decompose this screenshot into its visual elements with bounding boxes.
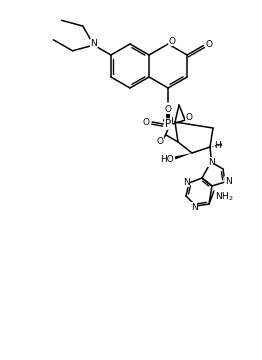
Text: N: N xyxy=(183,177,189,186)
Text: P: P xyxy=(165,119,171,129)
Polygon shape xyxy=(174,153,192,159)
Text: N: N xyxy=(225,176,231,185)
Text: P: P xyxy=(165,119,171,129)
Text: O: O xyxy=(143,117,150,126)
Text: N: N xyxy=(90,39,97,48)
Text: N: N xyxy=(208,158,214,166)
Text: N: N xyxy=(191,202,197,212)
Text: H: H xyxy=(166,117,172,126)
Text: N: N xyxy=(208,158,214,166)
Text: O: O xyxy=(185,112,193,122)
Text: O: O xyxy=(206,40,213,49)
Text: O: O xyxy=(157,136,163,145)
Text: O: O xyxy=(165,104,172,113)
Text: H: H xyxy=(214,140,220,149)
Text: O: O xyxy=(165,104,172,113)
Text: NH$_2$: NH$_2$ xyxy=(215,191,234,203)
Text: HO: HO xyxy=(160,154,174,163)
Text: O: O xyxy=(169,36,176,45)
